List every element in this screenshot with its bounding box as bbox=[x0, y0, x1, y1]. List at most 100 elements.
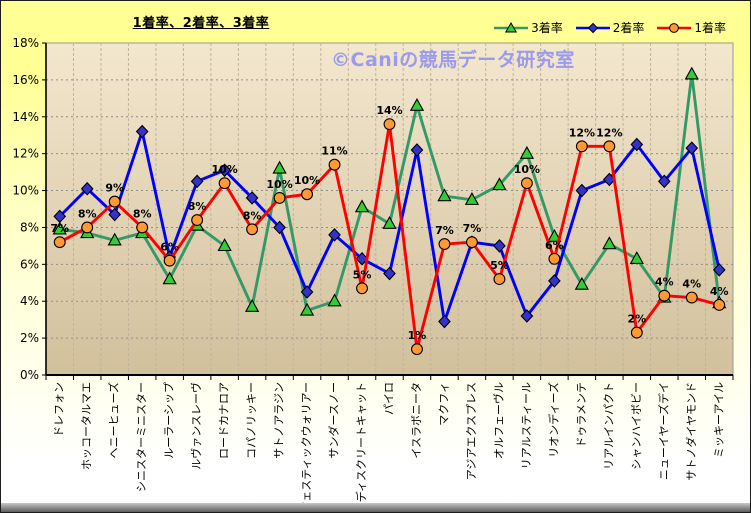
series-first-marker-circle bbox=[383, 118, 396, 131]
data-label: 7% bbox=[435, 224, 454, 237]
series-first-marker-circle bbox=[301, 188, 314, 201]
x-axis-category-label: ロードカナロア bbox=[218, 382, 231, 459]
series-third-marker-triangle bbox=[272, 160, 287, 174]
series-second-marker-diamond bbox=[135, 124, 149, 139]
series-second-marker-diamond bbox=[438, 314, 451, 329]
series-first-marker-circle bbox=[493, 273, 506, 286]
series-first-marker-circle bbox=[218, 177, 231, 190]
series-first-marker-circle bbox=[630, 326, 643, 339]
series-second-marker-diamond bbox=[657, 174, 671, 189]
series-third-marker-triangle bbox=[492, 177, 507, 191]
series-first-marker-circle bbox=[465, 236, 478, 249]
series-third-marker-triangle bbox=[602, 236, 617, 250]
x-axis-category-label: オルフェーヴル bbox=[491, 382, 505, 459]
series-third-marker-triangle bbox=[217, 238, 232, 252]
series-first-marker-circle bbox=[108, 195, 121, 208]
series-first-marker-circle bbox=[685, 291, 698, 304]
x-axis-category-label: ドレフォン bbox=[53, 382, 66, 437]
data-label: 12% bbox=[569, 126, 595, 139]
legend-marker-diamond-icon bbox=[575, 22, 610, 33]
series-second-marker-diamond bbox=[108, 207, 122, 222]
series-second-marker-diamond bbox=[548, 274, 561, 288]
series-third-marker-triangle bbox=[547, 228, 562, 242]
series-third-marker-triangle bbox=[409, 97, 425, 111]
data-label: 8% bbox=[133, 207, 152, 220]
series-third-marker-triangle bbox=[464, 192, 480, 205]
series-second-marker-diamond bbox=[245, 191, 259, 205]
series-third-marker-triangle bbox=[437, 188, 452, 202]
x-axis-category-label: リアルスティール bbox=[520, 382, 533, 469]
series-first-marker-circle bbox=[246, 223, 259, 236]
x-axis-category-label: リアルインパクト bbox=[602, 382, 615, 470]
series-first-marker-circle bbox=[81, 221, 94, 234]
series-first-marker-circle bbox=[328, 158, 341, 171]
series-second-marker-diamond bbox=[712, 263, 726, 277]
legend-item-third: 3着率 bbox=[494, 19, 563, 36]
x-axis-category-label: シニスターミニスター bbox=[135, 382, 148, 492]
series-first-marker-circle bbox=[548, 252, 561, 265]
series-third-marker-triangle bbox=[382, 216, 397, 229]
data-label: 5% bbox=[353, 268, 372, 281]
series-first-marker-circle bbox=[273, 191, 286, 204]
series-second-marker-diamond bbox=[273, 220, 286, 235]
y-axis-tick-label: 14% bbox=[12, 110, 39, 124]
data-label: 10% bbox=[514, 163, 540, 176]
series-second-marker-diamond bbox=[383, 266, 396, 281]
series-second-marker-diamond bbox=[218, 163, 231, 178]
data-label: 6% bbox=[160, 241, 179, 254]
y-axis-tick-label: 4% bbox=[20, 294, 39, 308]
y-axis-tick-label: 8% bbox=[20, 220, 39, 234]
series-third-marker-triangle bbox=[574, 276, 589, 290]
series-first-marker-circle bbox=[356, 282, 368, 295]
x-axis-category-label: イスラボニータ bbox=[410, 382, 423, 459]
series-first-marker-circle bbox=[53, 236, 66, 249]
data-label: 10% bbox=[294, 174, 320, 187]
data-label: 4% bbox=[655, 276, 674, 289]
x-axis-category-label: パイロ bbox=[383, 382, 396, 415]
data-label: 4% bbox=[682, 278, 701, 291]
data-label: 11% bbox=[321, 145, 347, 158]
series-first-marker-circle bbox=[520, 177, 533, 190]
x-axis-category-label: ホッコータルマエ bbox=[80, 382, 93, 470]
data-label: 8% bbox=[188, 200, 207, 213]
y-axis-tick-label: 6% bbox=[20, 257, 39, 271]
series-first-marker-circle bbox=[163, 254, 176, 267]
legend-item-first: 1着率 bbox=[657, 19, 726, 36]
series-third-marker-triangle bbox=[629, 251, 644, 264]
legend-item-label: 2着率 bbox=[612, 21, 645, 35]
data-label: 2% bbox=[627, 313, 646, 326]
data-label: 1% bbox=[408, 329, 427, 342]
x-axis-category-label: サトノダイヤモンド bbox=[684, 382, 698, 481]
legend: 3着率 2着率 1着率 bbox=[494, 19, 726, 36]
series-second-marker-diamond bbox=[630, 137, 644, 152]
data-label: 9% bbox=[105, 182, 124, 195]
legend-marker-circle-icon bbox=[657, 22, 692, 33]
series-third-marker-triangle bbox=[107, 232, 122, 246]
x-axis-category-label: ドゥラメンテ bbox=[575, 382, 588, 448]
series-first-marker-circle bbox=[603, 140, 616, 153]
x-axis-category-label: ミッキーアイル bbox=[712, 382, 725, 458]
y-axis-tick-label: 0% bbox=[20, 368, 39, 382]
data-label: 14% bbox=[376, 104, 402, 117]
series-third-marker-triangle bbox=[327, 293, 342, 307]
series-first-marker-circle bbox=[411, 343, 423, 356]
series-first-marker-circle bbox=[136, 221, 149, 234]
x-axis-category-label: サトノアラジン bbox=[273, 382, 286, 459]
data-label: 10% bbox=[211, 163, 237, 176]
x-axis-category-label: ルヴァンスレーヴ bbox=[189, 382, 203, 470]
y-axis-tick-label: 16% bbox=[12, 73, 39, 87]
series-first-marker-circle bbox=[575, 140, 588, 153]
data-label: 8% bbox=[243, 209, 262, 222]
legend-item-label: 3着率 bbox=[531, 21, 563, 35]
series-first-marker-circle bbox=[191, 214, 204, 227]
series-second-marker-diamond bbox=[328, 228, 341, 242]
chart-title: 1着率、2着率、3着率 bbox=[132, 16, 270, 31]
series-third-marker-triangle bbox=[299, 302, 315, 316]
x-axis-category-label: リオンディーズ bbox=[546, 382, 560, 458]
x-axis-category-label: コパノリッキー bbox=[245, 382, 258, 459]
series-first-marker-circle bbox=[658, 289, 671, 302]
y-axis-tick-label: 2% bbox=[20, 331, 39, 345]
x-axis-category-label: サンダースノー bbox=[327, 382, 341, 458]
